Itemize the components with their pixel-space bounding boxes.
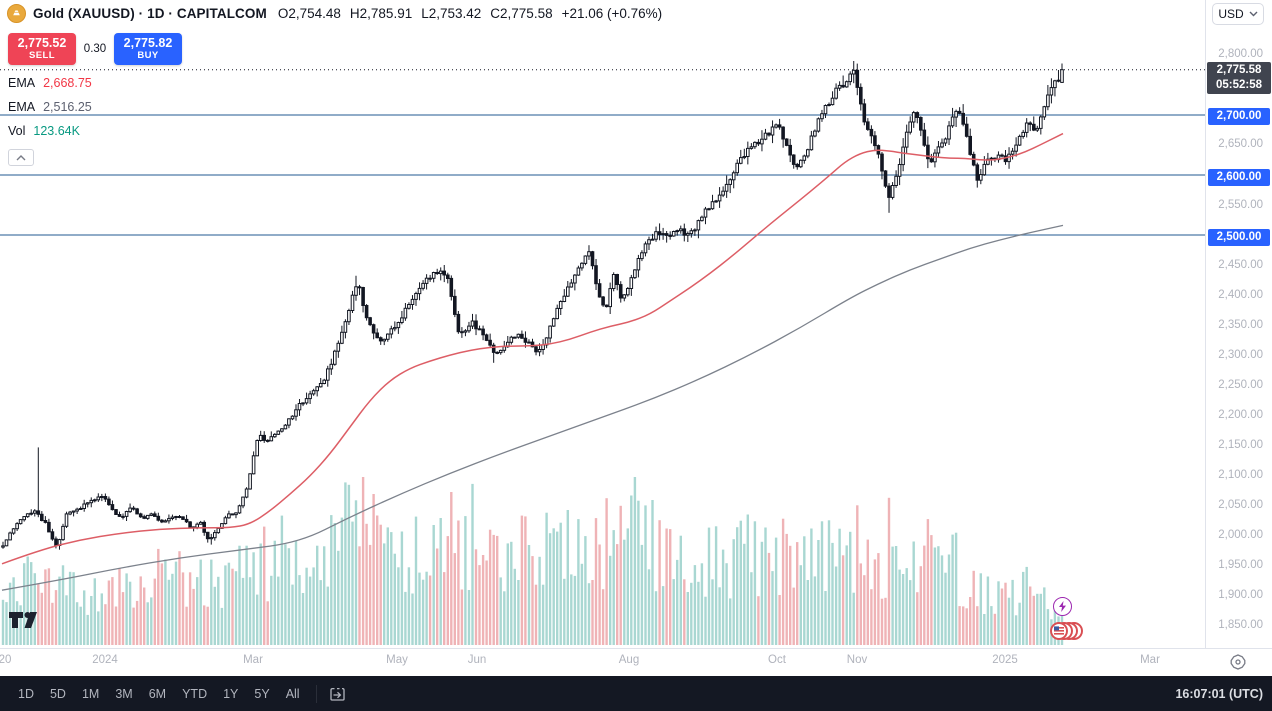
price-axis-label: 2,100.00 [1218,469,1263,481]
buy-label: BUY [137,49,159,61]
go-to-date-button[interactable] [325,682,351,706]
spread-value: 0.30 [83,43,107,55]
chevron-up-icon [16,154,26,160]
sell-price: 2,775.52 [17,35,67,50]
candlestick-series [1,61,1064,550]
bar-countdown: 05:52:58 [1215,79,1263,91]
time-axis-label: Oct [768,654,786,666]
currency-value: USD [1218,7,1244,21]
us-flag-icon [1054,626,1064,635]
price-axis-label: 1,850.00 [1218,619,1263,631]
sell-label: SELL [29,49,55,61]
sell-button[interactable]: 2,775.52 SELL [8,33,76,65]
price-axis-label: 1,950.00 [1218,559,1263,571]
collapse-legend-button[interactable] [8,149,34,166]
gear-icon[interactable] [1229,653,1247,671]
change-value: +21.06 (+0.76%) [561,6,663,21]
open-value: O2,754.48 [277,6,341,21]
price-axis-label: 2,050.00 [1218,499,1263,511]
ema-fast-value: 2,668.75 [43,76,92,90]
high-value: H2,785.91 [349,6,413,21]
current-price-badge: 2,775.58 05:52:58 [1207,62,1271,94]
price-axis-label: 2,400.00 [1218,289,1263,301]
buy-price: 2,775.82 [123,35,173,50]
price-axis-label: 2,450.00 [1218,259,1263,271]
toolbar-divider [315,684,317,703]
price-axis-label: 2,000.00 [1218,529,1263,541]
ema-slow-value: 2,516.25 [43,100,92,114]
clock-utc[interactable]: 16:07:01 (UTC) [1175,686,1263,701]
range-button-all[interactable]: All [278,683,308,705]
chevron-down-icon [1249,11,1258,17]
tradingview-logo[interactable] [8,611,38,631]
volume-value: 123.64K [33,124,80,138]
time-axis-label: Mar [1140,654,1160,666]
volume-label: Vol [8,124,26,138]
range-button-1m[interactable]: 1M [74,683,107,705]
economic-events-flags[interactable] [1050,621,1084,641]
price-axis-label: 2,250.00 [1218,379,1263,391]
time-axis-label: 20 [0,654,12,666]
price-level-badge: 2,600.00 [1208,168,1270,186]
range-button-3m[interactable]: 3M [107,683,140,705]
flash-event-icon[interactable] [1053,597,1072,616]
volume-series [1,477,1064,645]
price-axis-label: 2,650.00 [1218,138,1263,150]
current-price-value: 2,775.58 [1216,64,1262,76]
price-axis-label: 2,800.00 [1218,48,1263,60]
range-button-5d[interactable]: 5D [42,683,74,705]
time-axis-label: May [386,654,408,666]
bottom-toolbar: 1D 5D 1M 3M 6M YTD 1Y 5Y All 16:07:01 (UTC) [0,676,1272,711]
ema-fast-row[interactable]: EMA 2,668.75 [8,71,92,95]
indicator-legend: EMA 2,668.75 EMA 2,516.25 Vol 123.64K [8,71,92,166]
buy-button[interactable]: 2,775.82 BUY [114,33,182,65]
symbol-title[interactable]: Gold (XAUUSD) · 1D · CAPITALCOM [33,6,267,21]
range-button-6m[interactable]: 6M [141,683,174,705]
price-axis-label: 2,200.00 [1218,409,1263,421]
gold-coin-icon [7,4,26,23]
range-button-1y[interactable]: 1Y [215,683,246,705]
ema-slow-row[interactable]: EMA 2,516.25 [8,95,92,119]
chart-canvas[interactable] [0,0,1206,648]
volume-row[interactable]: Vol 123.64K [8,119,92,143]
time-axis-label: Aug [618,654,640,666]
price-level-badge: 2,700.00 [1208,107,1270,125]
price-axis-label: 2,550.00 [1218,199,1263,211]
price-axis-label: 2,300.00 [1218,349,1263,361]
horizontal-level-lines [0,114,1205,236]
close-value: C2,775.58 [490,6,553,21]
time-axis-label: Mar [243,654,263,666]
price-axis-label: 1,900.00 [1218,589,1263,601]
range-button-1d[interactable]: 1D [10,683,42,705]
calendar-icon [330,687,345,701]
ohlc-values: O2,754.48 H2,785.91 L2,753.42 C2,775.58 … [278,6,662,21]
time-axis-label: 2025 [992,654,1018,666]
ema-fast-label: EMA [8,76,36,90]
low-value: L2,753.42 [421,6,482,21]
time-axis-label: 2024 [92,654,118,666]
time-axis[interactable]: 20 2024 Mar May Jun Aug Oct Nov 2025 Mar [0,648,1272,674]
ema-lines [1,132,1064,591]
ema-slow-label: EMA [8,100,36,114]
time-axis-label: Nov [846,654,868,666]
lightning-icon [1059,601,1066,612]
order-panel: 2,775.52 SELL 0.30 2,775.82 BUY [8,33,182,65]
range-button-ytd[interactable]: YTD [174,683,215,705]
price-axis-label: 2,150.00 [1218,439,1263,451]
price-level-badge: 2,500.00 [1208,228,1270,246]
price-axis[interactable]: 2,800.00 2,650.00 2,550.00 2,450.00 2,400.00… [1205,0,1272,648]
time-axis-label: Jun [467,654,487,666]
currency-select[interactable]: USD [1212,3,1264,25]
price-axis-label: 2,350.00 [1218,319,1263,331]
range-button-5y[interactable]: 5Y [246,683,277,705]
symbol-header: Gold (XAUUSD) · 1D · CAPITALCOM O2,754.4… [7,4,662,23]
date-range-buttons: 1D 5D 1M 3M 6M YTD 1Y 5Y All [0,683,308,705]
